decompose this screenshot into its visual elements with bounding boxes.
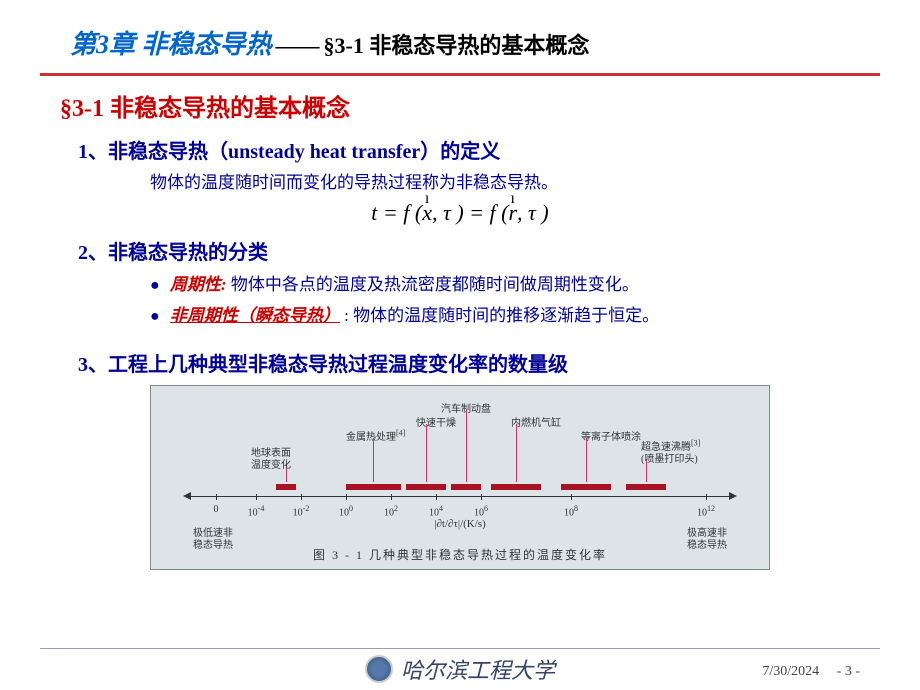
item3-title: 3、工程上几种典型非稳态导热过程温度变化率的数量级: [78, 348, 860, 377]
chart-label-earth2: 温度变化: [251, 456, 291, 471]
axis-tick: [391, 494, 392, 500]
slide-content: §3-1 非稳态导热的基本概念 1、非稳态导热（unsteady heat tr…: [0, 76, 920, 570]
header-subtitle: §3-1 非稳态导热的基本概念: [324, 33, 590, 58]
chart-lead: [466, 410, 467, 482]
tick-label: 106: [474, 504, 488, 518]
axis-tick: [216, 494, 217, 500]
tick-label: 10-2: [293, 504, 310, 518]
bullet-icon: ●: [150, 277, 160, 294]
chart-lead: [286, 468, 287, 482]
axis-tick: [706, 494, 707, 500]
university-name: 哈尔滨工程大学: [401, 653, 555, 685]
tick-label: 1012: [697, 504, 715, 518]
chart-bar: [626, 484, 666, 490]
chapter-title: 第3章 非稳态导热: [70, 30, 272, 59]
bullet-icon: ●: [150, 308, 160, 325]
chart-lead: [426, 424, 427, 482]
chart-axis: [191, 496, 729, 497]
tick-label: 100: [339, 504, 353, 518]
chart-label: (喷墨打印头): [641, 450, 698, 465]
eq-mid: , τ ) = f (: [432, 200, 508, 225]
tick-label: 10-4: [248, 504, 265, 518]
chart-lead: [516, 424, 517, 482]
tick-label: 102: [384, 504, 398, 518]
logo-icon: [365, 655, 393, 683]
axis-title: |∂t/∂τ|/(K/s): [434, 518, 485, 530]
chart-label: 金属热处理[4]: [346, 428, 405, 443]
footer-date: 7/30/2024: [762, 664, 819, 679]
eq-right: , τ ): [517, 200, 549, 225]
item2-title: 2、非稳态导热的分类: [78, 236, 860, 265]
axis-tick: [301, 494, 302, 500]
footer-rule: [40, 648, 880, 649]
chart-lead: [586, 438, 587, 482]
axis-tick: [256, 494, 257, 500]
tick-label: 108: [564, 504, 578, 518]
eq-left: t = f (: [371, 200, 422, 225]
chart-lead: [646, 460, 647, 482]
slide-header: 第3章 非稳态导热 —— §3-1 非稳态导热的基本概念: [0, 0, 920, 69]
chart-bar: [451, 484, 481, 490]
equation: t = f (ıx, τ ) = f (ır, τ ): [60, 200, 860, 226]
left-note: 极低速非稳态导热: [193, 528, 233, 552]
axis-tick: [436, 494, 437, 500]
bullet2-text: 物体的温度随时间的推移逐渐趋于恒定。: [353, 306, 659, 325]
section-title: §3-1 非稳态导热的基本概念: [60, 88, 860, 123]
axis-arrow-left-icon: [183, 492, 191, 500]
chart-label: 等离子体喷涂: [581, 428, 641, 443]
chart-bar: [561, 484, 611, 490]
axis-tick: [571, 494, 572, 500]
rate-chart: 汽车制动盘 快速干燥 内燃机气缸 金属热处理[4] 等离子体喷涂 超急速沸腾[3…: [150, 385, 770, 570]
chart-caption: 图 3 - 1 几种典型非稳态导热过程的温度变化率: [313, 546, 607, 563]
chart-bar: [346, 484, 401, 490]
bullet1-label: 周期性:: [170, 275, 227, 294]
axis-arrow-right-icon: [729, 492, 737, 500]
chart-bar: [491, 484, 541, 490]
chart-lead: [373, 438, 374, 482]
item1-title: 1、非稳态导热（unsteady heat transfer）的定义: [78, 135, 860, 164]
right-note: 极高速非稳态导热: [687, 528, 727, 552]
bullet2-label: 非周期性（瞬态导热）: [170, 306, 340, 325]
slide-footer: 哈尔滨工程大学 7/30/2024 - 3 -: [0, 648, 920, 680]
university-logo: 哈尔滨工程大学: [365, 653, 555, 685]
chart-bar: [276, 484, 296, 490]
bullet1: ● 周期性: 物体中各点的温度及热流密度都随时间做周期性变化。: [150, 271, 860, 299]
chart-label: 内燃机气缸: [511, 414, 561, 429]
tick-label: 104: [429, 504, 443, 518]
footer-meta: 7/30/2024 - 3 -: [762, 664, 860, 680]
bullet2: ● 非周期性（瞬态导热） : 物体的温度随时间的推移逐渐趋于恒定。: [150, 302, 860, 330]
axis-tick: [481, 494, 482, 500]
bullet2-sep: :: [344, 306, 353, 325]
axis-tick: [346, 494, 347, 500]
chart-label: 快速干燥: [416, 414, 456, 429]
page-number: - 3 -: [837, 664, 860, 679]
header-separator: ——: [276, 33, 320, 58]
chart-bar: [406, 484, 446, 490]
item1-body: 物体的温度随时间而变化的导热过程称为非稳态导热。: [150, 170, 860, 196]
bullet1-text: 物体中各点的温度及热流密度都随时间做周期性变化。: [231, 275, 639, 294]
tick-label: 0: [214, 504, 219, 515]
